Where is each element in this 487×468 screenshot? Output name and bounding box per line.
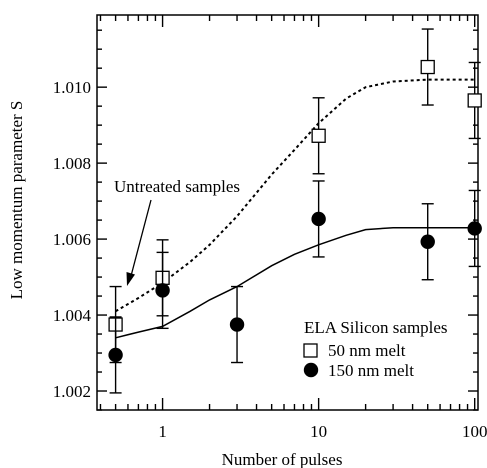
y-tick-label: 1.004: [53, 306, 92, 325]
legend-entry-50nm: 50 nm melt: [328, 341, 406, 360]
legend-title: ELA Silicon samples: [304, 318, 448, 337]
fit-curve-150nm: [115, 226, 475, 339]
data-point-150nm: [311, 211, 326, 227]
x-tick-label: 10: [310, 422, 327, 441]
legend-marker-filled-circle: [303, 362, 319, 378]
data-points: [108, 28, 482, 394]
legend-marker-open-square: [303, 343, 318, 358]
annotation-untreated-samples: Untreated samples: [114, 177, 240, 196]
data-point-150nm: [467, 221, 482, 236]
y-tick-label: 1.006: [53, 230, 91, 249]
annotation-arrow-shaft: [130, 199, 152, 277]
y-tick-label: 1.010: [53, 78, 91, 97]
data-point-150nm: [108, 347, 123, 363]
annotation: Untreated samples: [114, 177, 240, 286]
y-tick-label: 1.002: [53, 382, 91, 401]
y-axis-label: Low momentum parameter S: [7, 101, 26, 300]
data-point-50nm: [311, 128, 326, 143]
fit-curves: [115, 78, 475, 339]
y-tick-label: 1.008: [53, 154, 91, 173]
legend: ELA Silicon samples 50 nm melt 150 nm me…: [303, 318, 448, 380]
data-point-150nm: [420, 234, 435, 249]
x-axis-label: Number of pulses: [222, 450, 343, 468]
data-point-50nm: [420, 59, 435, 75]
plot-frame: [96, 14, 479, 411]
legend-entry-150nm: 150 nm melt: [328, 361, 414, 380]
x-tick-label: 100: [462, 422, 487, 441]
data-point-150nm: [229, 317, 245, 332]
x-tick-label: 1: [158, 422, 167, 441]
data-point-50nm: [467, 93, 482, 108]
annotation-arrow-head: [126, 272, 135, 286]
data-point-150nm: [155, 283, 170, 298]
axes: 1.002 1.004 1.006 1.008 1.010 1 10 100: [53, 14, 487, 441]
